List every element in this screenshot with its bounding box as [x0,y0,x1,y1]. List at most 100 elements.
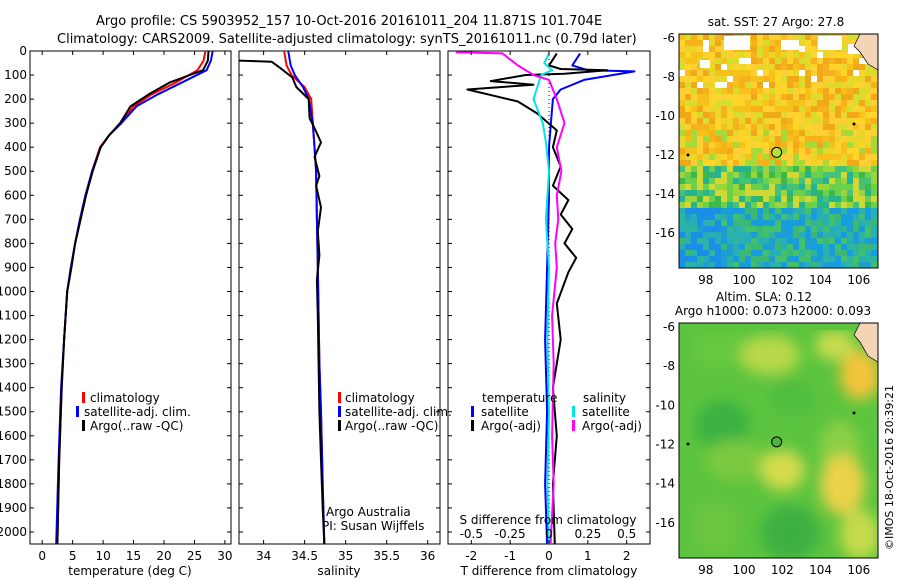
series-satellite-adj-clim- [55,51,214,544]
x-tick-label: -2 [465,549,477,563]
x-tick-label: 2 [623,549,631,563]
map-lon-label: 98 [698,563,713,577]
island-marker [852,411,856,415]
sst-heatmap [679,34,878,268]
legend-label-argo: Argo(..raw -QC) [90,419,183,433]
depth-tick-label: 400 [4,140,27,154]
temperature-legend: climatology satellite-adj. clim. Argo(..… [76,391,191,433]
profile-marker [771,436,783,448]
x-tick-label: 1 [584,549,592,563]
credit-line2: PI: Susan Wijffels [322,519,424,533]
sla-map-title-line1: Altim. SLA: 0.12 [716,290,812,304]
cloud-gap [724,36,750,50]
temperature-xlabel: temperature (deg C) [68,564,191,578]
sst-map-title: sat. SST: 27 Argo: 27.8 [708,15,845,29]
s-difference-xlabel: S difference from climatology [460,513,637,527]
legend-swatch-t-satellite [471,406,474,417]
map-lon-label: 102 [771,273,794,287]
legend-label-satellite-adj: satellite-adj. clim. [84,405,191,419]
x-tick-label: 35.5 [373,549,400,563]
x-tick-label: 30 [217,549,232,563]
difference-legend: temperature satellite Argo(-adj) salinit… [471,391,642,433]
salinity-panel-frame [238,50,441,545]
map-lat-label: -14 [655,477,675,491]
x-tick-label: 5 [69,549,77,563]
legend-swatch-argo [338,420,341,431]
cloud-gap [781,40,799,50]
legend-label-s-satellite: satellite [582,405,630,419]
header-line1: Argo profile: CS 5903952_157 10-Oct-2016… [96,14,602,29]
series-t-argo-adj- [466,52,609,544]
legend-swatch-climatology [82,392,85,403]
legend-swatch-s-satellite [572,406,575,417]
cloud-gap [700,60,710,68]
depth-tick-label: 300 [4,116,27,130]
island-marker [852,122,856,126]
cloud-gap [848,44,862,54]
depth-tick-label: 1400 [0,381,27,395]
sst-map-frame [678,33,879,269]
sla-map-frame [678,322,879,559]
map-lat-label: -6 [663,31,675,45]
s-tick-label: 0 [545,527,553,541]
depth-tick-label: 100 [4,68,27,82]
map-lat-label: -12 [655,148,675,162]
map-lon-label: 100 [733,273,756,287]
map-lon-label: 104 [809,563,832,577]
map-lat-label: -6 [663,320,675,334]
imos-stamp: ©IMOS 18-Oct-2016 20:39:21 [883,385,896,550]
legend-swatch-s-argo [572,420,575,431]
island-marker [686,442,690,446]
map-lon-label: 106 [847,273,870,287]
x-tick-label: 25 [187,549,202,563]
cloud-gap [818,36,842,50]
map-lat-label: -12 [655,437,675,451]
map-lat-label: -10 [655,109,675,123]
depth-tick-label: 600 [4,188,27,202]
salinity-legend: climatology satellite-adj. clim. Argo(..… [338,391,452,433]
depth-tick-label: 1100 [0,309,27,323]
legend-title-temperature: temperature [482,391,557,405]
depth-tick-label: 900 [4,260,27,274]
depth-tick-label: 700 [4,212,27,226]
temperature-panel-frame [29,50,232,545]
s-tick-label: -0.5 [460,527,483,541]
depth-tick-label: 1000 [0,284,27,298]
island-marker [686,153,690,157]
series-satellite-adj-clim- [287,51,326,544]
x-tick-label: 34.5 [291,549,318,563]
map-lat-label: -14 [655,187,675,201]
legend-label-t-satellite: satellite [481,405,529,419]
credit-line1: Argo Australia [326,505,411,519]
depth-tick-label: 0 [19,44,27,58]
depth-tick-label: 200 [4,92,27,106]
depth-tick-label: 1600 [0,429,27,443]
land-java [853,34,878,71]
map-lat-label: -16 [655,226,675,240]
series-argo-raw-qc- [56,51,210,544]
s-tick-label: -0.25 [495,527,526,541]
depth-tick-label: 500 [4,164,27,178]
legend-label-t-argo: Argo(-adj) [481,419,541,433]
legend-swatch-satellite-adj [338,406,341,417]
salinity-xlabel: salinity [317,564,360,578]
x-tick-label: 34 [256,549,271,563]
series-s-argo-adj- [455,51,566,544]
x-tick-label: 36 [420,549,435,563]
depth-tick-label: 2000 [0,525,27,539]
depth-tick-label: 1200 [0,333,27,347]
legend-swatch-argo [82,420,85,431]
x-tick-label: 35 [338,549,353,563]
series-argo-raw-qc- [239,59,326,544]
map-lon-label: 104 [809,273,832,287]
sla-map-title-line2: Argo h1000: 0.073 h2000: 0.093 [675,304,871,318]
x-tick-label: 10 [95,549,110,563]
legend-swatch-t-argo [471,420,474,431]
legend-label-argo: Argo(..raw -QC) [345,419,438,433]
legend-swatch-climatology [338,392,341,403]
legend-label-climatology: climatology [345,391,415,405]
s-tick-label: 0.5 [617,527,636,541]
s-tick-label: 0.25 [574,527,601,541]
depth-tick-label: 1700 [0,453,27,467]
